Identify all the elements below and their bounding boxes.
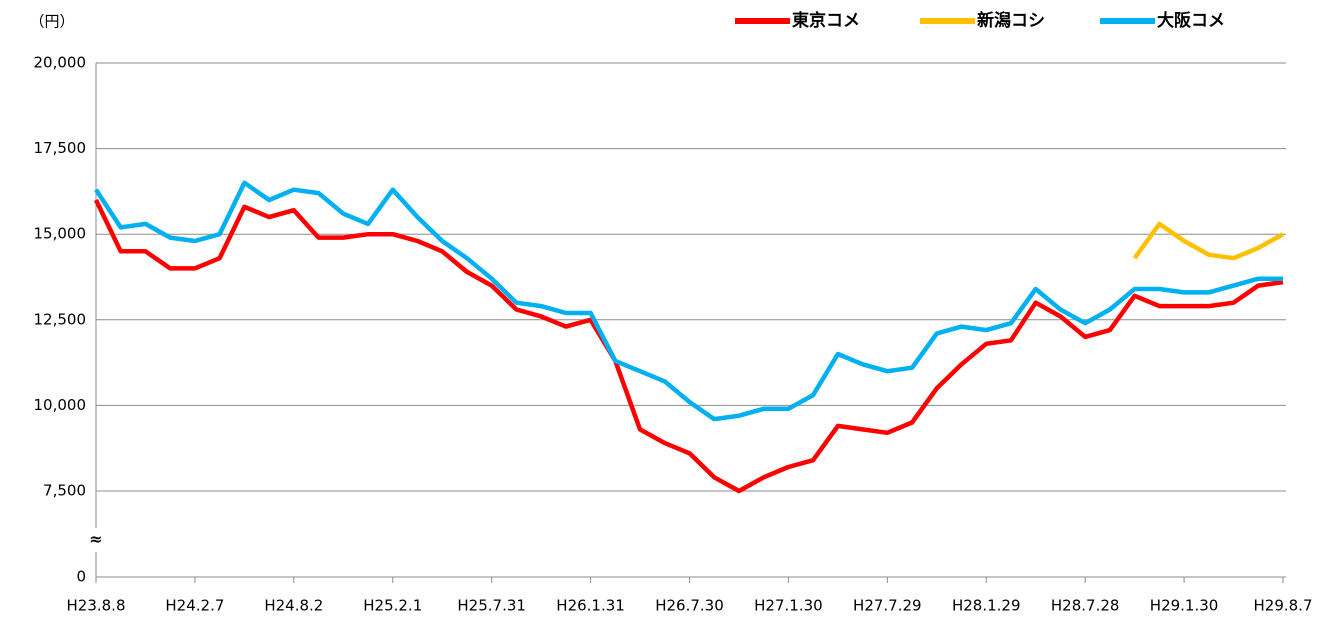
x-tick-label: H25.2.1 bbox=[363, 597, 422, 615]
x-tick-label: H24.2.7 bbox=[165, 597, 224, 615]
y-tick-label: 10,000 bbox=[34, 396, 87, 414]
series-line bbox=[1132, 221, 1285, 261]
x-tick-label: H26.7.30 bbox=[655, 597, 724, 615]
axis-break: ≈ bbox=[89, 530, 102, 549]
series-line bbox=[94, 180, 1283, 422]
legend-label: 新潟コシ bbox=[977, 10, 1045, 31]
x-tick-label: H23.8.8 bbox=[67, 597, 126, 615]
legend-label: 大阪コメ bbox=[1157, 10, 1225, 31]
y-tick-label: 7,500 bbox=[43, 482, 86, 500]
x-tick-label: H28.7.28 bbox=[1051, 597, 1120, 615]
x-tick-label: H28.1.29 bbox=[952, 597, 1021, 615]
x-tick-label: H27.7.29 bbox=[853, 597, 922, 615]
y-axis-label: （円） bbox=[29, 13, 74, 31]
x-tick-label: H24.8.2 bbox=[264, 597, 323, 615]
x-tick-label: H29.1.30 bbox=[1150, 597, 1219, 615]
x-tick-label: H27.1.30 bbox=[754, 597, 823, 615]
y-tick-label: 12,500 bbox=[34, 310, 87, 328]
y-tick-label: 20,000 bbox=[34, 54, 87, 72]
y-tick-label: 17,500 bbox=[34, 139, 87, 157]
x-tick-label: H29.8.7 bbox=[1254, 597, 1313, 615]
y-tick-label: 0 bbox=[76, 568, 86, 586]
x-tick-label: H25.7.31 bbox=[457, 597, 526, 615]
y-tick-label: 15,000 bbox=[34, 225, 87, 243]
series-line bbox=[93, 199, 1284, 494]
legend-label: 東京コメ bbox=[792, 10, 860, 31]
x-tick-label: H26.1.31 bbox=[556, 597, 625, 615]
